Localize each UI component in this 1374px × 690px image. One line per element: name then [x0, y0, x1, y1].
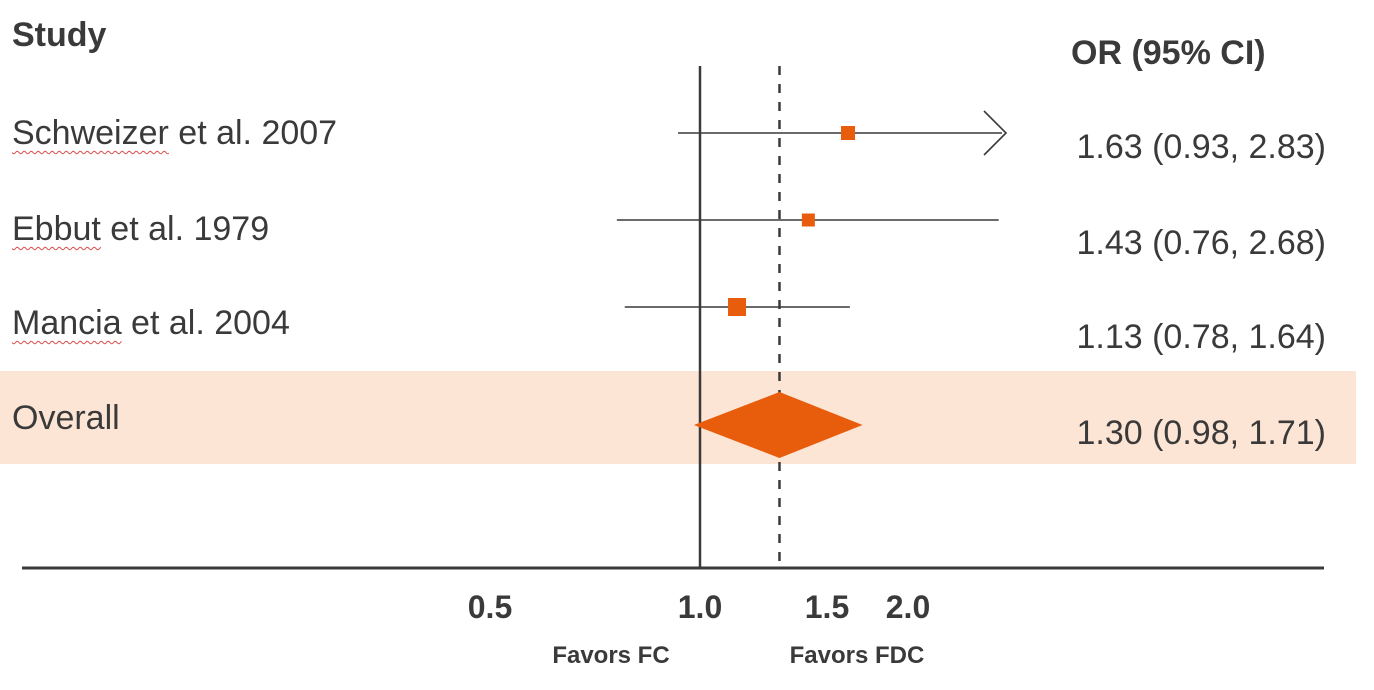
study-year-ebbut: et al. 1979 — [100, 210, 270, 248]
or-column-header: OR (95% CI) — [1071, 34, 1266, 72]
study-label-mancia: Mancia et al. 2004 — [12, 306, 290, 340]
or-value-overall: 1.30 (0.98, 1.71) — [1076, 414, 1326, 452]
ci-arrow-icon — [983, 110, 1008, 156]
study-label-ebbut: Ebbut et al. 1979 — [12, 212, 269, 246]
tick-label-2-0: 2.0 — [886, 589, 930, 625]
study-label-schweizer: Schweizer et al. 2007 — [12, 116, 337, 150]
tick-label-1-0: 1.0 — [678, 589, 722, 625]
study-column-header: Study — [12, 16, 107, 54]
or-value-schweizer: 1.63 (0.93, 2.83) — [1076, 128, 1326, 166]
overall-diamond — [693, 392, 863, 458]
point-estimate-marker — [728, 298, 747, 316]
forest-marks — [616, 110, 1008, 458]
study-year-mancia: et al. 2004 — [121, 304, 290, 342]
tick-label-1-5: 1.5 — [805, 589, 849, 625]
point-estimate-marker — [841, 126, 856, 140]
favors-fc-label: Favors FC — [552, 642, 669, 669]
or-value-ebbut: 1.43 (0.76, 2.68) — [1076, 224, 1326, 262]
study-year-schweizer: et al. 2007 — [168, 114, 338, 152]
tick-label-0-5: 0.5 — [468, 589, 512, 625]
study-author-ebbut: Ebbut — [12, 210, 101, 248]
or-value-mancia: 1.13 (0.78, 1.64) — [1076, 318, 1326, 356]
overall-row-highlight — [0, 371, 1356, 464]
study-author-schweizer: Schweizer — [12, 114, 169, 152]
point-estimate-marker — [801, 213, 815, 227]
favors-fdc-label: Favors FDC — [790, 642, 925, 669]
overall-label: Overall — [12, 399, 120, 437]
study-author-mancia: Mancia — [12, 304, 122, 342]
